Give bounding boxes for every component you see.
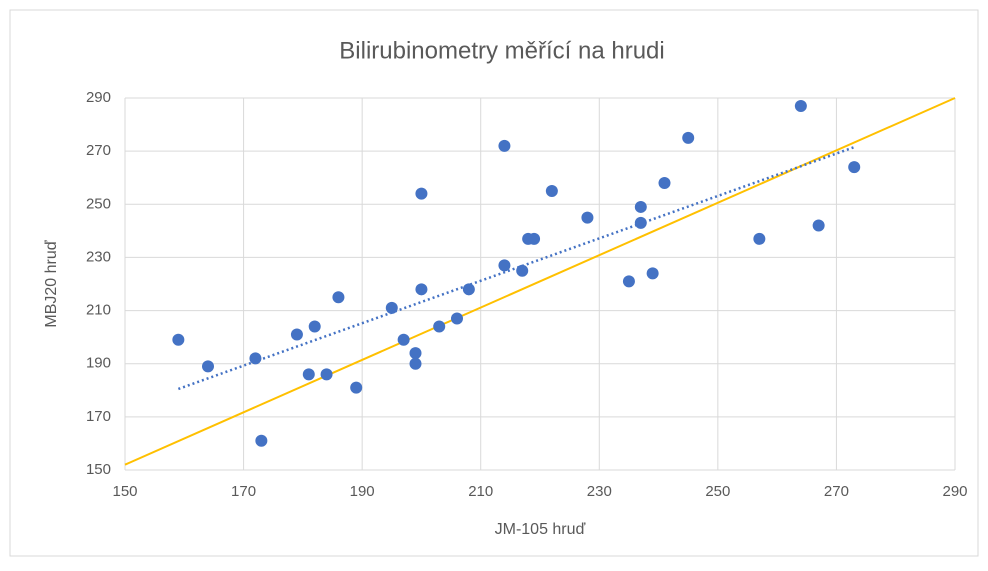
x-tick-label: 250 (705, 483, 730, 500)
y-tick-label: 270 (86, 142, 111, 159)
reference-line (124, 97, 956, 466)
data-point (308, 320, 321, 333)
data-point (397, 333, 410, 346)
x-tick-label: 210 (468, 483, 493, 500)
x-tick-label: 190 (350, 483, 375, 500)
y-tick-label: 230 (86, 248, 111, 265)
data-point (332, 291, 345, 304)
y-tick-label: 290 (86, 89, 111, 106)
data-point (581, 211, 594, 224)
data-point (451, 312, 463, 325)
y-axis-label: MBJ20 hruď (43, 240, 60, 327)
data-point (255, 434, 268, 447)
y-tick-label: 190 (86, 355, 111, 372)
y-tick-label: 250 (86, 195, 111, 212)
chart-frame (9, 9, 979, 557)
data-point (302, 368, 315, 381)
x-tick-label: 150 (112, 483, 137, 500)
data-point (646, 267, 659, 280)
data-point (172, 333, 185, 346)
data-point (202, 360, 214, 373)
data-point (848, 161, 861, 174)
data-point (794, 99, 807, 112)
data-point (433, 320, 446, 333)
x-tick-label: 290 (942, 483, 967, 500)
data-point (753, 232, 766, 245)
data-point (415, 283, 428, 296)
y-tick-label: 170 (86, 408, 111, 425)
y-tick-label: 210 (86, 302, 111, 319)
data-point (498, 139, 511, 152)
data-point (350, 381, 363, 394)
chart-title: Bilirubinometry měřící na hrudi (339, 37, 664, 64)
data-point (320, 368, 333, 381)
data-point (409, 357, 422, 370)
data-point (622, 275, 635, 288)
data-point (634, 200, 647, 213)
data-point (812, 219, 825, 232)
data-point (249, 352, 262, 365)
y-tick-label: 150 (86, 461, 111, 478)
data-point (658, 177, 671, 190)
data-point (415, 187, 428, 200)
x-tick-label: 270 (824, 483, 849, 500)
x-tick-label: 170 (231, 483, 256, 500)
data-point (682, 131, 695, 144)
x-tick-label: 230 (587, 483, 612, 500)
data-point (462, 283, 475, 296)
data-point (409, 347, 422, 360)
x-axis-label: JM-105 hruď (495, 521, 586, 538)
data-point (498, 259, 511, 272)
data-point (528, 232, 541, 245)
data-point (290, 328, 303, 341)
data-point (545, 185, 558, 197)
